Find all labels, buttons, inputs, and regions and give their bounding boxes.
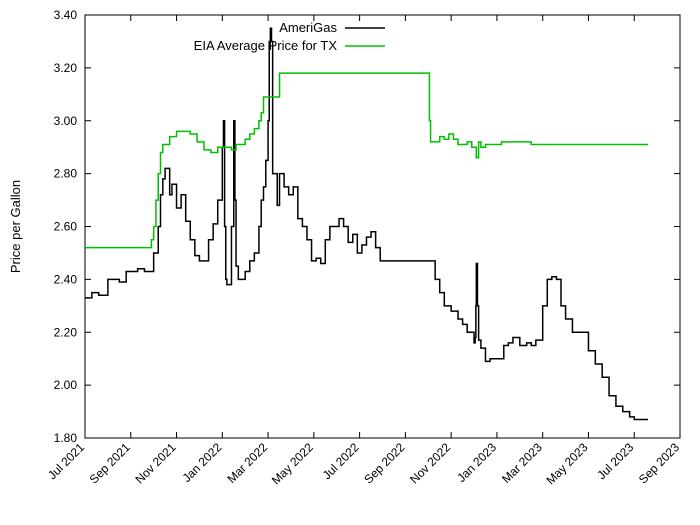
legend-label: AmeriGas xyxy=(279,20,337,35)
price-chart: 1.802.002.202.402.602.803.003.203.40Jul … xyxy=(0,0,700,525)
y-tick-label: 2.00 xyxy=(54,378,78,392)
x-tick-label: Jan 2022 xyxy=(180,440,225,485)
x-tick-label: Jan 2023 xyxy=(454,440,499,485)
x-tick-label: Mar 2023 xyxy=(499,440,545,486)
y-tick-label: 2.20 xyxy=(54,325,78,339)
x-tick-label: Sep 2022 xyxy=(361,440,407,486)
x-tick-label: Nov 2021 xyxy=(132,440,178,486)
y-tick-label: 2.80 xyxy=(54,167,78,181)
x-tick-label: May 2022 xyxy=(269,440,316,487)
x-tick-label: Sep 2021 xyxy=(87,440,133,486)
y-tick-label: 3.00 xyxy=(54,114,78,128)
x-tick-label: May 2023 xyxy=(543,440,590,487)
x-tick-label: Sep 2023 xyxy=(636,440,682,486)
x-tick-label: Nov 2022 xyxy=(407,440,453,486)
series-amerigas xyxy=(85,28,648,419)
x-tick-label: Jul 2023 xyxy=(594,440,636,482)
x-tick-label: Mar 2022 xyxy=(224,440,270,486)
y-tick-label: 2.60 xyxy=(54,220,78,234)
x-tick-label: Jul 2022 xyxy=(320,440,362,482)
legend-label: EIA Average Price for TX xyxy=(194,38,338,53)
x-tick-label: Jul 2021 xyxy=(45,440,87,482)
plot-border xyxy=(85,15,680,438)
series-eia xyxy=(85,73,648,247)
y-tick-label: 3.20 xyxy=(54,61,78,75)
y-axis-label: Price per Gallon xyxy=(8,180,23,273)
y-tick-label: 2.40 xyxy=(54,272,78,286)
y-tick-label: 3.40 xyxy=(54,8,78,22)
